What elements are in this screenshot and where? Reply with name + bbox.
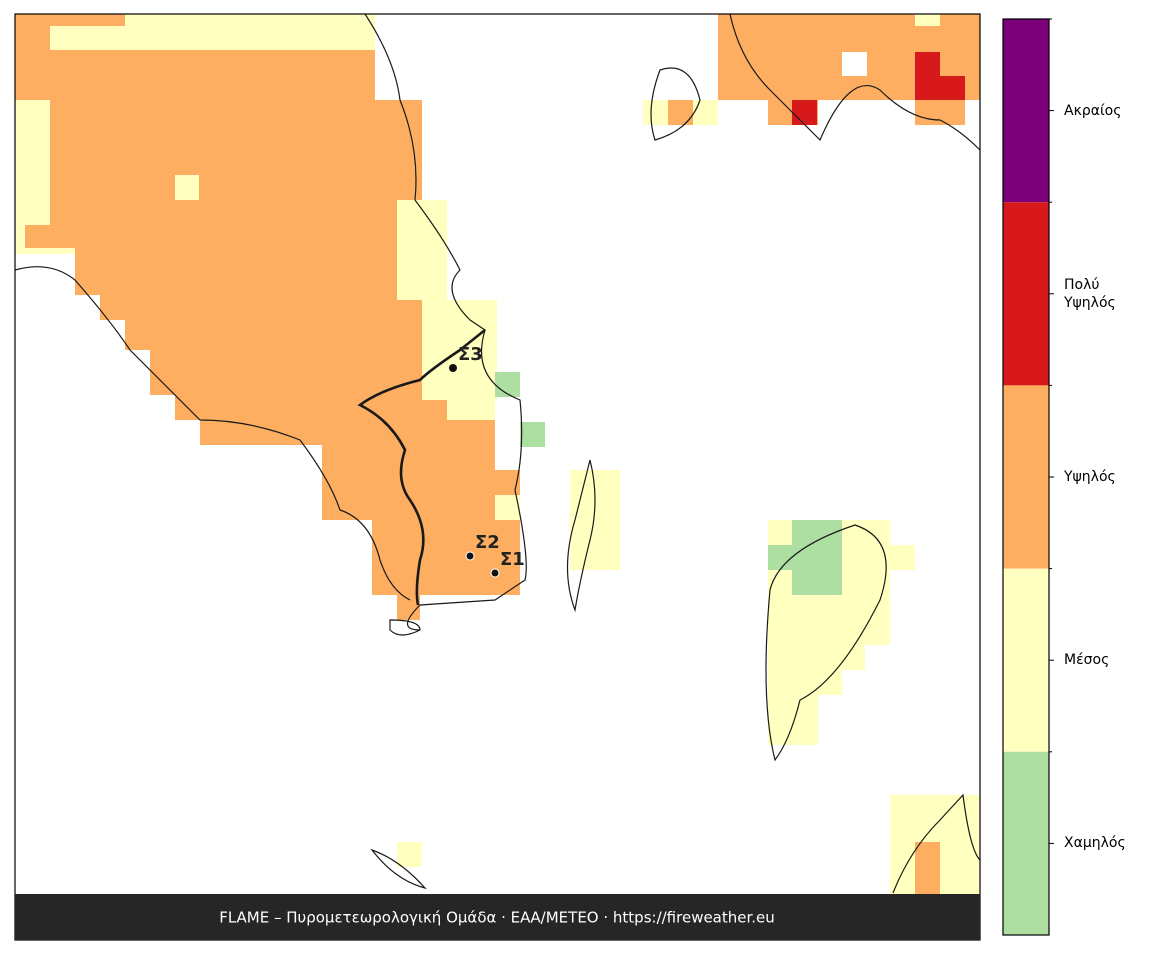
colorbar-segment [1003, 385, 1049, 569]
colorbar [1002, 18, 1054, 936]
station-label: Σ1 [500, 549, 525, 570]
station-dot [490, 568, 500, 578]
coastlines [14, 13, 981, 894]
station-label: Σ2 [475, 532, 500, 553]
legend-label: Ακραίος [1064, 102, 1122, 119]
legend-label: Υψηλός [1064, 469, 1116, 485]
footer-bar [15, 894, 980, 940]
station-dot [465, 551, 475, 561]
border [357, 328, 486, 606]
colorbar-frame [1002, 18, 1050, 936]
station-label: Σ3 [458, 344, 483, 365]
stations: Σ3 Σ2 Σ1 [449, 344, 525, 578]
colorbar-segment [1003, 19, 1049, 203]
colorbar-segment [1003, 202, 1049, 386]
legend-label: Χαμηλός [1064, 835, 1126, 852]
colorbar-segment [1003, 568, 1049, 752]
legend-label: Μέσος [1064, 652, 1110, 669]
legend-label: Πολύ Υψηλός [1064, 276, 1116, 311]
colorbar-segment [1003, 751, 1049, 935]
station-dot [449, 364, 457, 372]
footer-text: FLAME – Πυρομετεωρολογική Ομάδα · ΕΑΑ/ME… [219, 909, 775, 927]
risk-grid [15, 14, 980, 894]
